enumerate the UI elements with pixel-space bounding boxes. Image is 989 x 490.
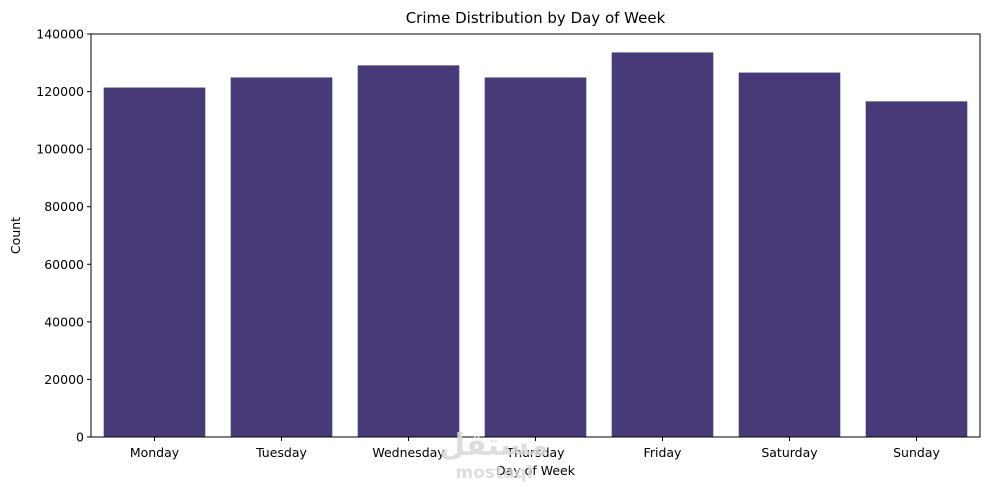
x-tick-label: Tuesday: [255, 445, 307, 460]
y-tick-label: 0: [76, 430, 84, 445]
x-tick-label: Saturday: [761, 445, 818, 460]
y-tick-label: 40000: [44, 314, 84, 329]
bar-monday: [103, 87, 206, 437]
x-tick-label: Wednesday: [372, 445, 445, 460]
y-tick-label: 60000: [44, 257, 84, 272]
bar-thursday: [484, 77, 587, 437]
y-tick-label: 140000: [36, 27, 84, 42]
mostaql-watermark-logo: مستقل mostaql: [439, 428, 549, 483]
plot-frame: [90, 33, 981, 438]
bar-saturday: [738, 72, 841, 437]
x-tick-label: Sunday: [893, 445, 940, 460]
bar-wednesday: [357, 65, 460, 437]
x-tick-label: Friday: [644, 445, 682, 460]
watermark-arabic-text: مستقل: [439, 428, 549, 463]
x-axis-label: Day of Week: [496, 463, 576, 478]
y-tick-label: 80000: [44, 199, 84, 214]
watermark-latin-text: mostaql: [455, 463, 532, 483]
y-axis-ticks: 0 20000 40000 60000 80000 100000 120000 140000: [36, 27, 91, 445]
bars-group: [103, 52, 968, 438]
y-axis-label: Count: [8, 217, 23, 254]
chart-title: Crime Distribution by Day of Week: [406, 9, 666, 27]
y-tick-label: 100000: [36, 142, 84, 157]
x-tick-label: Thursday: [505, 445, 565, 460]
x-tick-label: Monday: [130, 445, 180, 460]
bar-friday: [611, 52, 714, 438]
y-tick-label: 20000: [44, 372, 84, 387]
bar-sunday: [865, 101, 968, 437]
x-axis-ticks: Monday Tuesday Wednesday Thursday Friday Satu…: [130, 437, 940, 460]
bar-tuesday: [230, 77, 333, 437]
y-tick-label: 120000: [36, 84, 84, 99]
